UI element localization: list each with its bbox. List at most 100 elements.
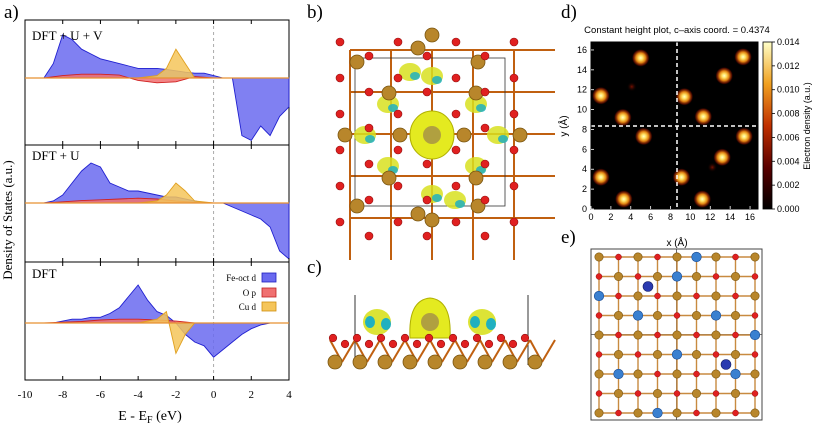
o-atom bbox=[364, 51, 374, 61]
fe-atom bbox=[352, 354, 368, 370]
o-atom bbox=[615, 253, 622, 261]
map-ylabel: y (Å) bbox=[557, 115, 570, 136]
dos-legend: Fe-oct d O p Cu d bbox=[226, 272, 277, 312]
fe-atom bbox=[633, 252, 643, 262]
fe-atom bbox=[672, 408, 682, 418]
bond bbox=[341, 339, 356, 363]
orbital-lobe bbox=[410, 72, 420, 80]
fe-atom bbox=[392, 127, 408, 143]
fe-atom bbox=[691, 271, 701, 281]
map-ytick-label: 0 bbox=[582, 204, 587, 214]
map-ytick-label: 2 bbox=[582, 184, 587, 194]
fe-atom bbox=[652, 388, 662, 398]
o-atom bbox=[335, 37, 345, 47]
o-atom bbox=[634, 351, 642, 358]
map-xtick-label: 16 bbox=[745, 212, 755, 222]
map-ytick-label: 10 bbox=[577, 105, 587, 115]
fe-atom bbox=[424, 212, 440, 228]
map-ytick-label: 12 bbox=[577, 85, 587, 95]
fe-atom bbox=[613, 388, 623, 398]
cu-atom bbox=[691, 251, 702, 263]
o-atom bbox=[335, 217, 345, 227]
o-atom bbox=[376, 333, 386, 343]
panel-label-d: d) bbox=[561, 2, 577, 23]
orbital-lobe bbox=[381, 318, 391, 330]
fe-atom bbox=[424, 27, 440, 43]
o-atom bbox=[732, 253, 739, 261]
o-atom bbox=[422, 159, 432, 169]
fe-atom bbox=[381, 170, 397, 186]
map-ytick-label: 4 bbox=[582, 164, 587, 174]
map-frame bbox=[590, 41, 759, 210]
panel-label-e: e) bbox=[561, 227, 576, 248]
o-atom bbox=[364, 231, 374, 241]
fe-atom bbox=[594, 252, 604, 262]
cu-atom bbox=[632, 310, 644, 321]
fe-atom bbox=[730, 271, 740, 281]
o-atom bbox=[364, 339, 374, 349]
o-atom bbox=[422, 87, 432, 97]
fe-atom bbox=[633, 291, 643, 301]
o-atom bbox=[693, 370, 700, 378]
o-atom bbox=[751, 312, 759, 319]
o-atom bbox=[451, 73, 461, 83]
fe-atom bbox=[381, 85, 397, 101]
o-atom bbox=[480, 51, 490, 61]
colorbar-label: Electron density (a.u.) bbox=[802, 82, 812, 170]
density-peak bbox=[634, 127, 653, 146]
o-atom bbox=[480, 87, 490, 97]
density-peak bbox=[614, 190, 633, 209]
cu-atom bbox=[710, 310, 722, 321]
cu-atom bbox=[652, 407, 663, 419]
density-peak bbox=[613, 108, 632, 127]
o-atom bbox=[654, 292, 661, 300]
colorbar-tick-label: 0.012 bbox=[777, 61, 800, 71]
fe-atom bbox=[711, 369, 721, 379]
o-atom bbox=[654, 253, 661, 261]
o-atom bbox=[472, 333, 482, 343]
legend-label-cu-d: Cu d bbox=[239, 302, 257, 312]
o-atom bbox=[335, 73, 345, 83]
o-atom bbox=[480, 123, 490, 133]
fe-atom bbox=[410, 206, 426, 222]
dos-xtick-label: -10 bbox=[18, 389, 33, 401]
o-atom bbox=[693, 292, 700, 300]
o-atom bbox=[751, 351, 759, 358]
fe-atom bbox=[672, 330, 682, 340]
dos-xtick-label: 4 bbox=[286, 389, 292, 401]
o-atom bbox=[364, 159, 374, 169]
map-ytick-label: 6 bbox=[582, 144, 587, 154]
density-peak bbox=[715, 66, 734, 85]
density-peak bbox=[735, 127, 754, 146]
o-atom bbox=[328, 333, 338, 343]
o-atom bbox=[751, 390, 759, 397]
fe-atom bbox=[594, 330, 604, 340]
cu-atom bbox=[749, 329, 761, 341]
density-peak bbox=[626, 81, 637, 92]
fe-atom bbox=[349, 54, 365, 70]
o-atom bbox=[634, 390, 642, 397]
o-atom bbox=[422, 231, 432, 241]
bond bbox=[366, 339, 381, 363]
density-peak bbox=[713, 148, 732, 167]
o-atom bbox=[422, 51, 432, 61]
dos-ylabel: Density of States (a.u.) bbox=[0, 160, 15, 280]
o-atom bbox=[451, 37, 461, 47]
fe-atom bbox=[633, 369, 643, 379]
o-atom bbox=[509, 73, 519, 83]
orbital-lobe bbox=[498, 135, 508, 143]
dos-xtick-label: -2 bbox=[171, 389, 180, 401]
map-ytick-label: 14 bbox=[577, 65, 587, 75]
o-atom bbox=[509, 217, 519, 227]
fe-atom bbox=[730, 349, 740, 359]
fe-atom bbox=[452, 354, 468, 370]
o-atom bbox=[451, 145, 461, 155]
fe-atom bbox=[711, 408, 721, 418]
fe-atom bbox=[750, 252, 760, 262]
map-ytick-label: 8 bbox=[582, 124, 587, 134]
fe-atom bbox=[730, 310, 740, 320]
fe-atom bbox=[349, 198, 365, 214]
fe-atom bbox=[691, 388, 701, 398]
o-atom bbox=[673, 390, 681, 397]
